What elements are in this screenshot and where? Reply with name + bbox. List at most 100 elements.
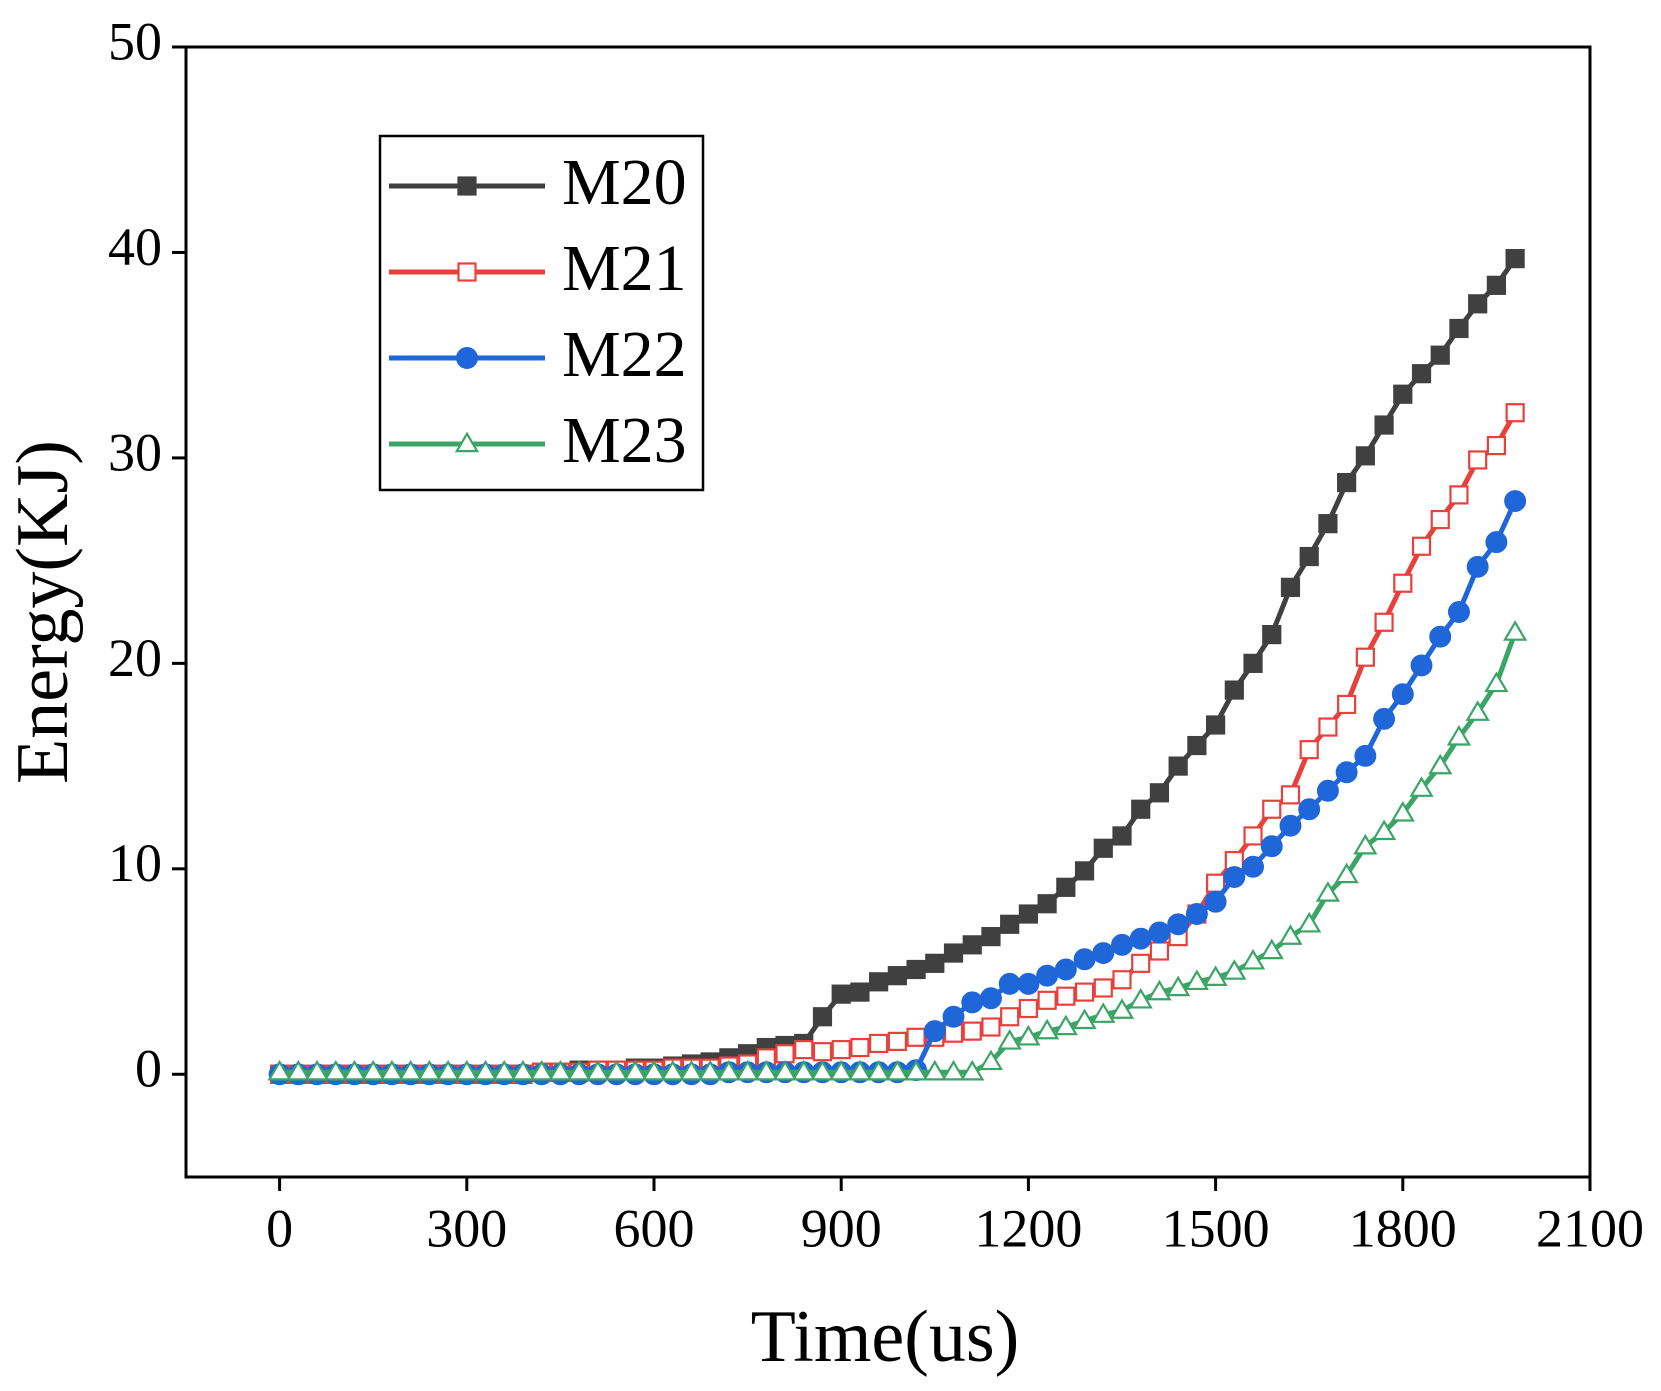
marker — [304, 1059, 330, 1081]
marker — [679, 1059, 704, 1081]
marker — [1259, 938, 1284, 960]
marker — [604, 1059, 629, 1081]
marker — [1318, 717, 1338, 737]
marker — [1430, 509, 1450, 530]
series — [267, 620, 1528, 1081]
marker — [1374, 415, 1394, 435]
marker — [869, 1033, 889, 1054]
marker — [1204, 890, 1227, 913]
legend-label: M21 — [562, 232, 687, 305]
marker — [286, 1059, 311, 1081]
marker — [812, 1042, 833, 1062]
marker — [417, 1059, 442, 1081]
marker — [1205, 873, 1226, 893]
marker — [623, 1059, 648, 1081]
marker — [492, 1059, 517, 1081]
marker — [1335, 761, 1358, 784]
marker — [1262, 624, 1282, 645]
marker — [1428, 753, 1453, 775]
marker — [1018, 904, 1039, 924]
marker — [812, 1007, 833, 1027]
marker — [885, 1059, 910, 1081]
plot-frame — [184, 45, 1592, 1179]
marker — [1093, 978, 1113, 998]
marker — [1000, 914, 1020, 934]
marker — [1092, 942, 1115, 965]
marker — [1072, 1008, 1097, 1030]
marker — [1167, 913, 1190, 936]
marker — [1393, 384, 1413, 404]
marker — [981, 1017, 1001, 1037]
marker — [1016, 1024, 1041, 1046]
marker — [922, 1059, 947, 1081]
marker — [1390, 800, 1415, 822]
x-tick-label: 2100 — [1536, 1198, 1644, 1258]
marker — [1485, 531, 1508, 554]
marker — [1147, 979, 1172, 1001]
marker — [1446, 724, 1472, 746]
marker — [1224, 680, 1244, 700]
marker — [1240, 948, 1266, 970]
legend-label: M22 — [562, 318, 687, 391]
marker — [1505, 249, 1525, 269]
marker — [1447, 601, 1470, 623]
marker — [962, 935, 982, 955]
marker — [1354, 744, 1377, 767]
marker — [775, 1044, 795, 1064]
marker — [735, 1059, 760, 1081]
marker — [1355, 647, 1375, 667]
legend-label: M20 — [562, 146, 687, 219]
y-axis-title: Energy(KJ) — [2, 440, 84, 784]
marker — [1355, 446, 1375, 466]
marker — [1112, 970, 1132, 990]
marker — [435, 1059, 461, 1081]
marker — [1187, 735, 1207, 756]
marker — [1091, 1002, 1116, 1023]
marker — [850, 1037, 870, 1058]
x-tick-label: 300 — [426, 1198, 507, 1258]
marker — [1486, 275, 1507, 295]
marker — [1149, 783, 1170, 803]
marker — [660, 1059, 685, 1081]
marker — [1000, 1007, 1020, 1027]
marker — [978, 1049, 1004, 1071]
marker — [1131, 953, 1151, 973]
marker — [1409, 776, 1434, 797]
marker — [1185, 903, 1208, 925]
marker — [1243, 826, 1263, 846]
marker — [1073, 948, 1096, 971]
marker — [548, 1059, 573, 1081]
marker — [1316, 779, 1339, 802]
marker — [267, 1059, 292, 1081]
marker — [960, 1059, 985, 1081]
marker — [1486, 435, 1507, 456]
legend-label: M23 — [562, 404, 687, 477]
marker — [566, 1059, 592, 1081]
y-tick-label: 30 — [108, 422, 162, 482]
marker — [791, 1059, 816, 1081]
marker — [887, 1031, 907, 1052]
marker — [906, 959, 926, 980]
marker — [1299, 546, 1319, 567]
marker — [398, 1059, 423, 1081]
marker — [1411, 364, 1432, 384]
marker — [1337, 694, 1357, 715]
marker — [1260, 835, 1283, 858]
marker — [454, 431, 480, 453]
marker — [850, 982, 870, 1002]
marker — [1430, 345, 1450, 365]
marker — [831, 1040, 851, 1060]
marker — [1373, 707, 1396, 730]
marker — [342, 1059, 367, 1081]
marker — [942, 1005, 965, 1028]
marker — [961, 991, 984, 1014]
marker — [457, 262, 477, 282]
marker — [716, 1059, 742, 1081]
marker — [1166, 975, 1191, 997]
marker — [943, 943, 964, 963]
marker — [1318, 514, 1338, 534]
marker — [1465, 700, 1490, 721]
x-tick-label: 0 — [266, 1198, 293, 1258]
